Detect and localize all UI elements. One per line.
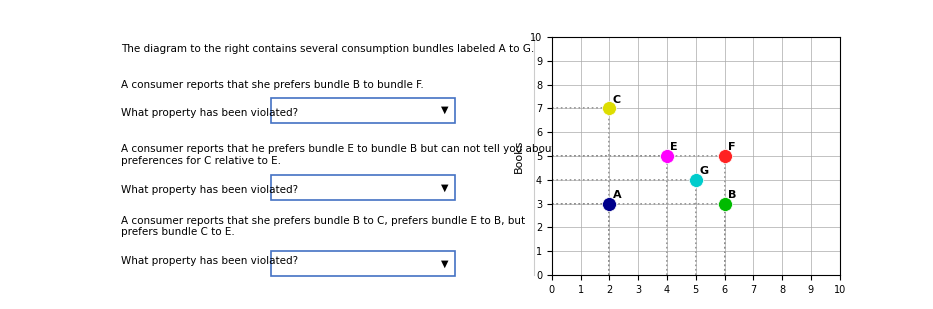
Text: The diagram to the right contains several consumption bundles labeled A to G.: The diagram to the right contains severa… [120, 44, 534, 54]
Text: ▼: ▼ [440, 259, 448, 269]
FancyBboxPatch shape [272, 175, 454, 200]
Text: ▼: ▼ [440, 183, 448, 193]
Text: ▼: ▼ [440, 105, 448, 115]
Text: What property has been violated?: What property has been violated? [120, 108, 298, 118]
Text: F: F [728, 142, 735, 152]
Text: G: G [699, 166, 708, 176]
Text: A: A [613, 190, 621, 200]
Text: B: B [728, 190, 736, 200]
FancyBboxPatch shape [272, 98, 454, 123]
Text: E: E [671, 142, 678, 152]
Text: A consumer reports that he prefers bundle E to bundle B but can not tell you abo: A consumer reports that he prefers bundl… [120, 144, 555, 166]
Text: C: C [613, 95, 621, 105]
Text: A consumer reports that she prefers bundle B to C, prefers bundle E to B, but
pr: A consumer reports that she prefers bund… [120, 216, 525, 237]
Text: A consumer reports that she prefers bundle B to bundle F.: A consumer reports that she prefers bund… [120, 80, 424, 90]
Text: What property has been violated?: What property has been violated? [120, 256, 298, 266]
Y-axis label: Books: Books [514, 139, 524, 173]
Text: What property has been violated?: What property has been violated? [120, 184, 298, 195]
FancyBboxPatch shape [272, 251, 454, 276]
